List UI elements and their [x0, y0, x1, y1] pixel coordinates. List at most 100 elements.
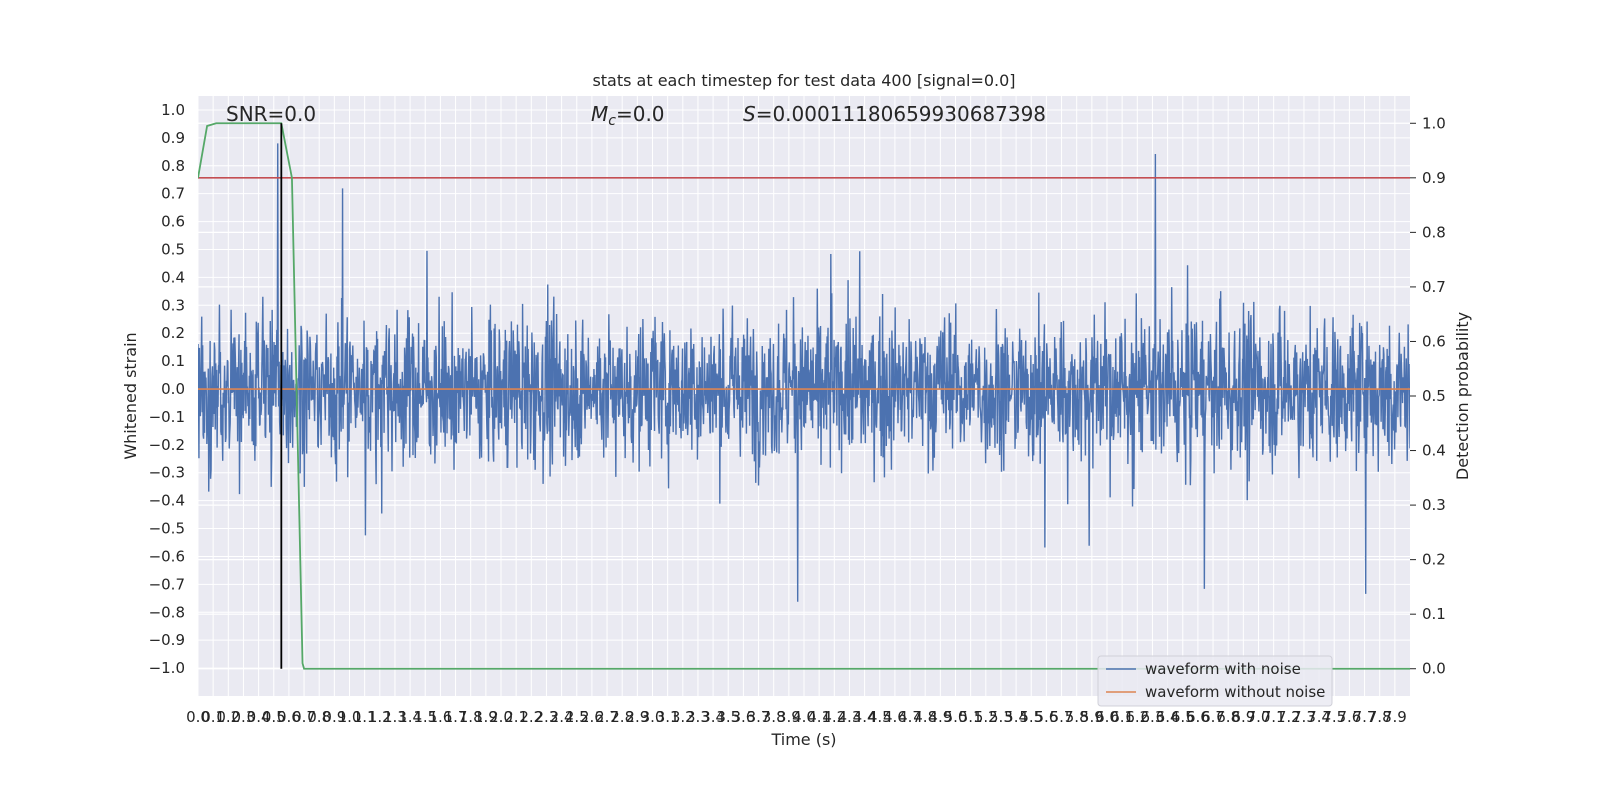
- x-tick-label: 0.5: [262, 708, 286, 726]
- x-tick-label: 1.5: [413, 708, 437, 726]
- x-tick-label: 0.4: [247, 708, 271, 726]
- x-tick-label: 7.1: [1262, 708, 1286, 726]
- x-tick-label: 3.8: [762, 708, 786, 726]
- y-tick-label: −0.9: [149, 631, 185, 649]
- x-tick-label: 0.8: [307, 708, 331, 726]
- y-tick-label: −0.5: [149, 520, 185, 538]
- chart-title: stats at each timestep for test data 400…: [592, 71, 1015, 90]
- y2-tick-label: 0.5: [1422, 387, 1446, 405]
- y-tick-label: −0.2: [149, 436, 185, 454]
- x-tick-label: 4.7: [898, 708, 922, 726]
- legend-box: [1097, 655, 1333, 707]
- x-tick-label: 4.6: [883, 708, 907, 726]
- x-tick-label: 2.8: [610, 708, 634, 726]
- x-tick-label: 2.1: [504, 708, 528, 726]
- x-tick-label: 6.9: [1231, 708, 1255, 726]
- legend-label-noise: waveform with noise: [1145, 660, 1301, 678]
- left-axis: −1.0 −0.9 −0.8 −0.7 −0.6 −0.5 −0.4 −0.3 −0.2 −0.1…: [149, 101, 185, 677]
- y-tick-label: 0.0: [161, 380, 185, 398]
- x-tick-label: 2.4: [550, 708, 574, 726]
- y2-tick-label: 0.1: [1422, 605, 1446, 623]
- x-tick-label: 3.4: [701, 708, 725, 726]
- x-tick-label: 3.3: [686, 708, 710, 726]
- y2-axis-title: Detection probability: [1453, 312, 1472, 480]
- y-tick-label: −0.1: [149, 408, 185, 426]
- x-tick-label: 0.3: [232, 708, 256, 726]
- y-tick-label: 0.7: [161, 185, 185, 203]
- legend: waveform with noise waveform without noi…: [1097, 655, 1333, 707]
- y2-tick-label: 0.7: [1422, 278, 1446, 296]
- y-tick-label: 0.8: [161, 157, 185, 175]
- x-tick-label: 5.9: [1080, 708, 1104, 726]
- x-tick-label: 7.5: [1322, 708, 1346, 726]
- right-axis: 0.0 0.1 0.2 0.3 0.4 0.5 0.6 0.7 0.8 0.9 1.0: [1410, 114, 1446, 678]
- y2-tick-label: 0.9: [1422, 169, 1446, 187]
- y2-tick-label: 0.0: [1422, 660, 1446, 678]
- y-tick-label: 0.6: [161, 213, 185, 231]
- x-tick-label: 1.9: [474, 708, 498, 726]
- x-tick-label: 4.0: [792, 708, 816, 726]
- x-tick-label: 3.1: [656, 708, 680, 726]
- x-tick-label: 1.7: [444, 708, 468, 726]
- x-tick-label: 7.2: [1277, 708, 1301, 726]
- x-tick-label: 5.4: [1004, 708, 1028, 726]
- x-tick-label: 2.2: [519, 708, 543, 726]
- x-tick-label: 5.8: [1065, 708, 1089, 726]
- x-tick-label: 6.4: [1156, 708, 1180, 726]
- x-tick-label: 0.0: [186, 708, 210, 726]
- y2-tick-label: 0.2: [1422, 551, 1446, 569]
- y2-tick-label: 0.6: [1422, 332, 1446, 350]
- x-tick-label: 6.2: [1125, 708, 1149, 726]
- x-tick-label: 2.3: [535, 708, 559, 726]
- y-tick-label: 1.0: [161, 101, 185, 119]
- x-tick-label: 5.7: [1050, 708, 1074, 726]
- y-tick-label: −0.4: [149, 492, 185, 510]
- x-tick-label: 7.9: [1383, 708, 1407, 726]
- y-tick-label: −0.8: [149, 603, 185, 621]
- x-tick-label: 1.1: [353, 708, 377, 726]
- x-tick-label: 5.2: [974, 708, 998, 726]
- x-tick-label: 4.3: [838, 708, 862, 726]
- x-tick-label: 3.0: [641, 708, 665, 726]
- y2-tick-label: 0.4: [1422, 442, 1446, 460]
- x-tick-label: 6.1: [1110, 708, 1134, 726]
- x-tick-label: 7.3: [1292, 708, 1316, 726]
- y-tick-label: 0.9: [161, 129, 185, 147]
- x-tick-label: 3.6: [731, 708, 755, 726]
- x-tick-label: 4.1: [807, 708, 831, 726]
- snr-annotation: SNR=0.0: [226, 102, 316, 126]
- x-axis-title: Time (s): [770, 730, 836, 749]
- x-tick-label: 5.3: [989, 708, 1013, 726]
- x-tick-label: 4.8: [913, 708, 937, 726]
- x-tick-label: 6.8: [1216, 708, 1240, 726]
- x-tick-label: 2.9: [625, 708, 649, 726]
- x-tick-label: 6.5: [1171, 708, 1195, 726]
- series-layer: [198, 122, 1410, 670]
- x-tick-label: 1.6: [428, 708, 452, 726]
- x-tick-label: 7.7: [1353, 708, 1377, 726]
- x-tick-label: 2.5: [565, 708, 589, 726]
- x-tick-label: 0.7: [292, 708, 316, 726]
- y-tick-label: 0.4: [161, 268, 185, 286]
- x-tick-label: 2.6: [580, 708, 604, 726]
- x-tick-label: 7.4: [1307, 708, 1331, 726]
- x-tick-label: 4.9: [928, 708, 952, 726]
- y2-tick-label: 0.8: [1422, 223, 1446, 241]
- x-axis: 0.00.10.20.30.40.50.60.70.80.91.01.11.21…: [186, 708, 1407, 726]
- y-axis-title: Whitened strain: [121, 332, 140, 459]
- y2-tick-label: 0.3: [1422, 496, 1446, 514]
- x-tick-label: 5.1: [959, 708, 983, 726]
- x-tick-label: 0.6: [277, 708, 301, 726]
- x-tick-label: 6.3: [1141, 708, 1165, 726]
- x-tick-label: 1.3: [383, 708, 407, 726]
- series-detection-probability: [198, 122, 1410, 670]
- y-tick-label: 0.1: [161, 352, 185, 370]
- x-tick-label: 2.7: [595, 708, 619, 726]
- chirp-mass-annotation: Mc=0.0: [591, 102, 665, 129]
- x-tick-label: 2.0: [489, 708, 513, 726]
- x-tick-label: 7.8: [1368, 708, 1392, 726]
- y-tick-label: −0.7: [149, 575, 185, 593]
- x-tick-label: 1.4: [398, 708, 422, 726]
- x-tick-label: 3.5: [716, 708, 740, 726]
- x-tick-label: 1.8: [459, 708, 483, 726]
